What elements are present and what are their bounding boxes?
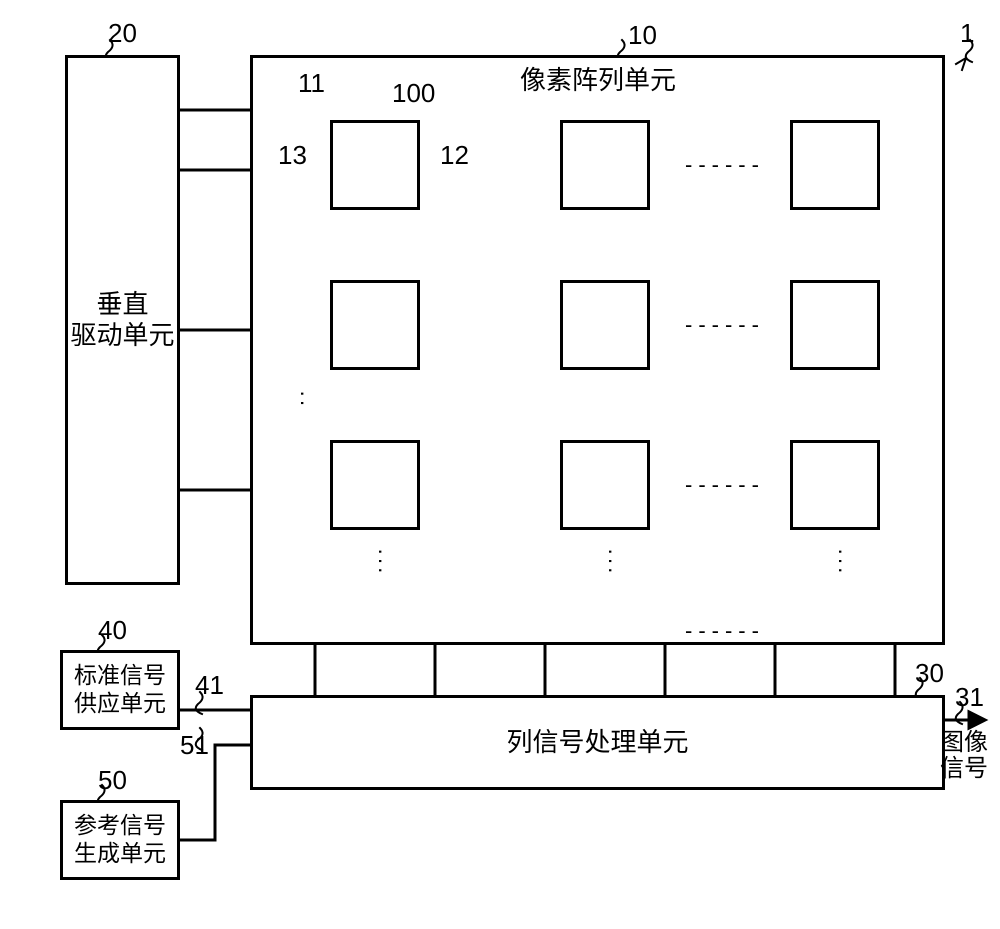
ellipsis-h: ------ [685,618,765,644]
std-supply-label-2: 供应单元 [74,690,166,716]
ref-10: 10 [628,20,657,51]
ref-12: 12 [440,140,469,171]
ref-40: 40 [98,615,127,646]
ellipsis-v: ··· [598,548,624,576]
ellipsis-v: ··· [828,548,854,576]
ellipsis-v: ·· [290,390,316,409]
image-signal-line2: 信号 [940,755,988,782]
vertical-drive-label-1: 垂直 [96,289,148,319]
ellipsis-h: ------ [685,312,765,338]
std-supply-label-1: 标准信号 [74,662,166,688]
pixel-cell [330,280,420,370]
pixel-cell [560,120,650,210]
standard-signal-supply-unit: 标准信号 供应单元 [60,650,180,730]
vertical-drive-unit: 垂直 驱动单元 [65,55,180,585]
reference-signal-generation-unit: 参考信号 生成单元 [60,800,180,880]
ref-30: 30 [915,658,944,689]
pixel-cell [330,120,420,210]
pixel-cell [560,280,650,370]
ellipsis-v: ··· [368,548,394,576]
diagram-stage: 垂直 驱动单元 像素阵列单元 ------ ------ ------ ----… [0,0,1000,929]
ref-51: 51 [180,730,209,761]
pixel-cell [330,440,420,530]
ref-31: 31 [955,682,984,713]
column-signal-processing-unit: 列信号处理单元 [250,695,945,790]
image-signal-line1: 图像 [940,729,988,756]
pixel-cell [790,440,880,530]
ref-13: 13 [278,140,307,171]
vertical-drive-label-2: 驱动单元 [70,320,174,350]
pixel-array-unit-label: 像素阵列单元 [520,60,676,97]
pixel-cell [790,120,880,210]
ellipsis-h: ------ [685,152,765,178]
ref-gen-label-2: 生成单元 [74,840,166,866]
ref-100: 100 [392,78,435,109]
ref-41: 41 [195,670,224,701]
pixel-cell [790,280,880,370]
ref-50: 50 [98,765,127,796]
ref-1: 1 [960,18,974,49]
ref-20: 20 [108,18,137,49]
pixel-cell [560,440,650,530]
ref-11: 11 [298,68,325,99]
ellipsis-h: ------ [685,472,765,498]
image-signal-label: 图像 信号 [940,730,1000,783]
column-proc-label: 列信号处理单元 [506,727,688,758]
ref-gen-label-1: 参考信号 [74,812,166,838]
